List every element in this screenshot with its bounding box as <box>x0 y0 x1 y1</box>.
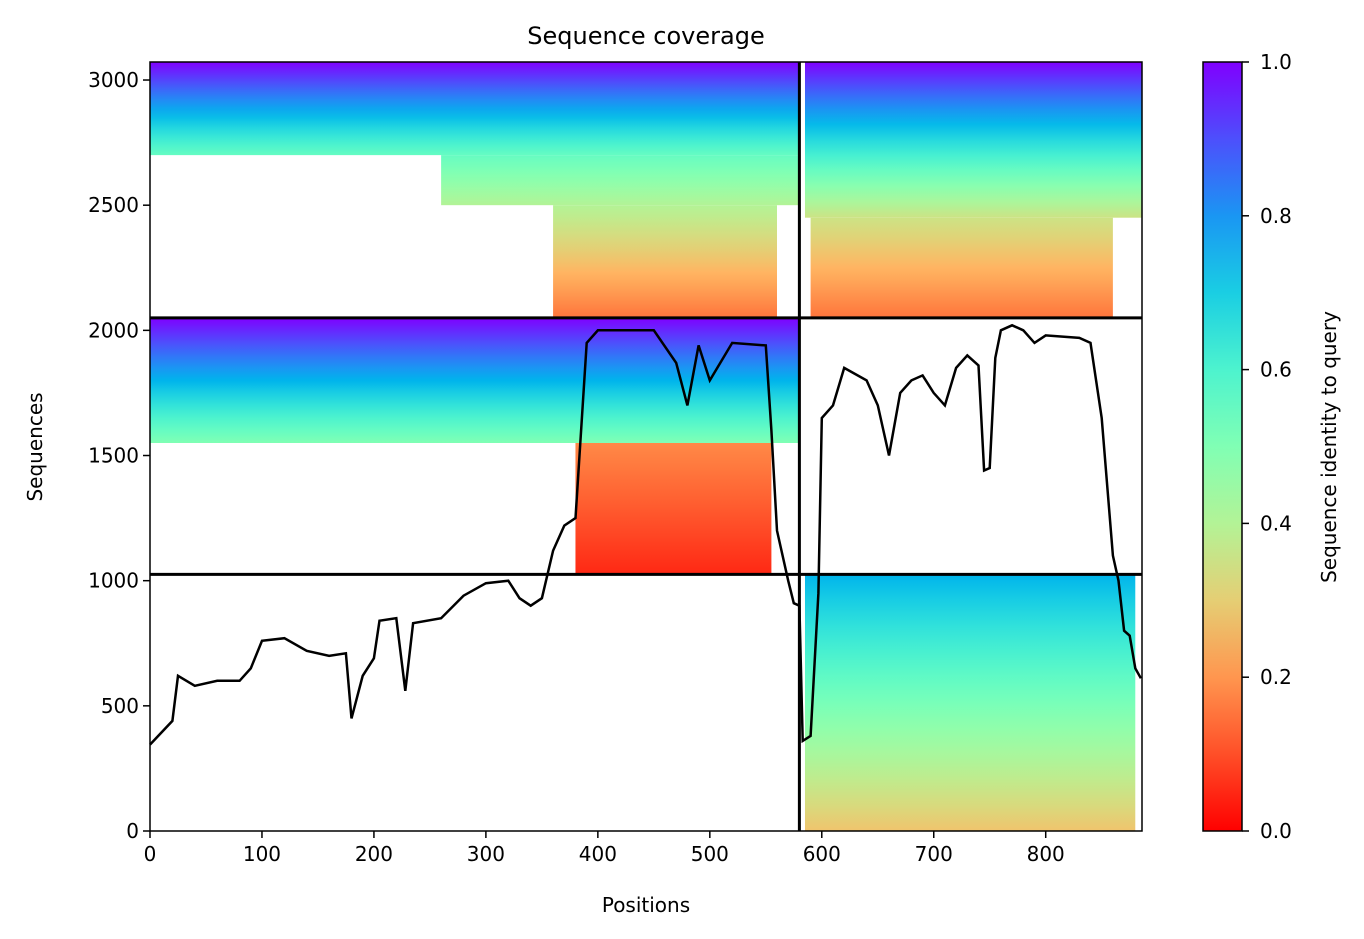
x-tick-label: 300 <box>467 842 505 866</box>
x-tick-label: 200 <box>355 842 393 866</box>
x-tick-label: 600 <box>803 842 841 866</box>
colorbar-tick-label: 1.0 <box>1260 50 1292 74</box>
x-tick-label: 800 <box>1027 842 1065 866</box>
y-tick-label: 3000 <box>88 68 139 92</box>
colorbar-tick-label: 0.0 <box>1260 819 1292 843</box>
coverage-block <box>804 574 1136 831</box>
coverage-block <box>810 217 1113 318</box>
coverage-block <box>150 62 800 156</box>
y-tick-label: 0 <box>126 819 139 843</box>
colorbar-tick-label: 0.6 <box>1260 358 1292 382</box>
y-tick-label: 1000 <box>88 569 139 593</box>
colorbar-tick-label: 0.4 <box>1260 511 1292 535</box>
y-tick-label: 500 <box>101 694 139 718</box>
colorbar-label: Sequence identity to query <box>1317 311 1341 583</box>
x-tick-label: 700 <box>915 842 953 866</box>
y-tick-label: 1500 <box>88 444 139 468</box>
colorbar <box>1202 61 1243 832</box>
y-tick-label: 2000 <box>88 318 139 342</box>
x-tick-label: 500 <box>691 842 729 866</box>
y-tick-label: 2500 <box>88 193 139 217</box>
coverage-block <box>441 155 800 206</box>
x-tick-label: 100 <box>243 842 281 866</box>
coverage-block <box>804 62 1142 218</box>
coverage-block <box>575 442 772 575</box>
x-axis-label: Positions <box>602 893 690 917</box>
plot-frame <box>149 61 1143 832</box>
y-axis-label: Sequences <box>23 392 47 501</box>
chart-title: Sequence coverage <box>527 22 764 50</box>
x-tick-label: 400 <box>579 842 617 866</box>
colorbar-tick-label: 0.8 <box>1260 204 1292 228</box>
coverage-block <box>553 205 777 318</box>
x-tick-label: 0 <box>144 842 157 866</box>
colorbar-tick-label: 0.2 <box>1260 665 1292 689</box>
coverage-line <box>149 323 1142 746</box>
coverage-block <box>150 317 800 443</box>
